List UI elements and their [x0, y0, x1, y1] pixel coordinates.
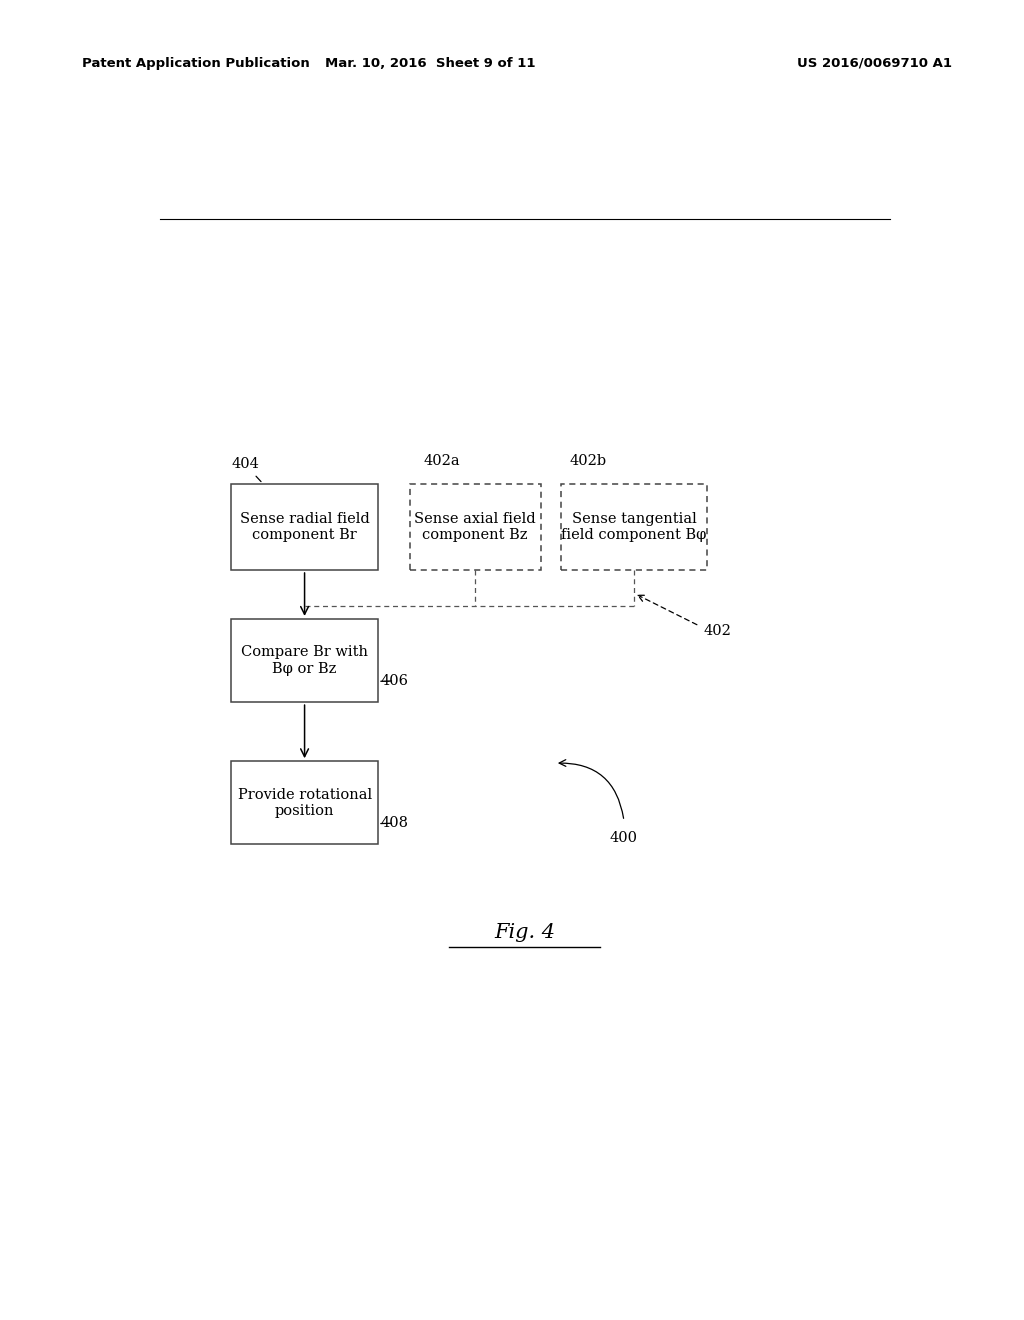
Text: US 2016/0069710 A1: US 2016/0069710 A1 — [798, 57, 952, 70]
Text: Fig. 4: Fig. 4 — [495, 924, 555, 942]
Text: 402b: 402b — [569, 454, 607, 469]
Text: 400: 400 — [610, 832, 638, 845]
Text: Sense tangential
field component Bφ: Sense tangential field component Bφ — [561, 512, 707, 543]
Text: Patent Application Publication: Patent Application Publication — [82, 57, 309, 70]
Bar — [231, 483, 378, 570]
Text: Sense axial field
component Bz: Sense axial field component Bz — [415, 512, 536, 543]
Text: 402a: 402a — [423, 454, 460, 469]
Bar — [560, 483, 708, 570]
Bar — [410, 483, 541, 570]
Text: 406: 406 — [380, 675, 409, 688]
Text: 402: 402 — [703, 624, 731, 638]
Text: 408: 408 — [380, 816, 409, 830]
Bar — [231, 762, 378, 845]
Text: Sense radial field
component Br: Sense radial field component Br — [240, 512, 370, 543]
Text: Compare Br with
Bφ or Bz: Compare Br with Bφ or Bz — [241, 645, 368, 676]
Text: Provide rotational
position: Provide rotational position — [238, 788, 372, 818]
Bar — [231, 619, 378, 702]
Text: 404: 404 — [231, 458, 261, 482]
Text: Mar. 10, 2016  Sheet 9 of 11: Mar. 10, 2016 Sheet 9 of 11 — [325, 57, 536, 70]
